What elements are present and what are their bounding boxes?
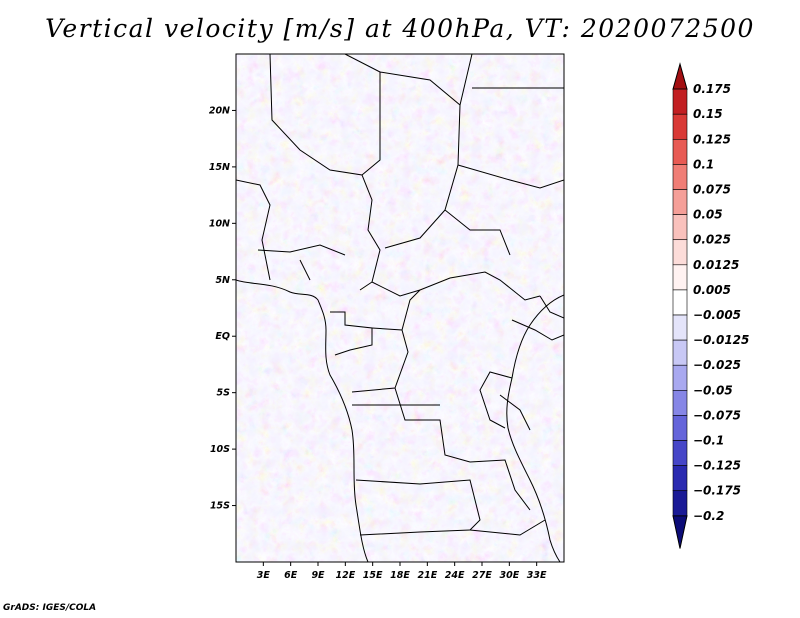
lon-tick-label: 21E [417,570,437,581]
colorbar-label: 0.125 [693,132,731,146]
colorbar-swatch [672,465,688,492]
colorbar-swatch [672,164,688,190]
colorbar-label: −0.1 [693,434,724,448]
colorbar-swatch [672,139,688,165]
lat-tick-label: 20N [209,105,230,116]
colorbar-swatch [672,339,688,366]
lon-tick-label: 27E [472,570,492,581]
colorbar-label: 0.0125 [693,258,739,272]
map-panel [235,53,565,563]
colorbar-swatch [672,440,688,466]
colorbar-swatch [672,390,688,416]
lat-tick-label: EQ [215,331,230,342]
colorbar-swatch [672,113,688,140]
colorbar-label: −0.025 [693,358,741,372]
lon-tick-label: 15E [363,570,383,581]
colorbar-swatch [672,289,688,316]
colorbar-label: −0.05 [693,383,733,397]
lon-tick-label: 3E [257,570,271,581]
lat-tick-label: 15N [209,162,230,173]
colorbar-label: 0.15 [693,107,723,121]
colorbar-swatch [672,364,688,391]
lat-tick-label: 10N [209,218,230,229]
lon-tick-label: 33E [527,570,547,581]
colorbar: 0.175 0.15 0.125 0.1 0.075 0.05 0.025 0.0125 0.0… [672,62,749,549]
colorbar-swatch [672,88,688,115]
colorbar-label: 0.005 [693,283,731,297]
colorbar-swatch [672,214,688,241]
chart-title: Vertical velocity [m/s] at 400hPa, VT: 2… [45,14,755,43]
colorbar-label: −0.175 [693,484,741,498]
lon-tick-label: 6E [284,570,298,581]
colorbar-label: −0.0125 [693,333,749,347]
lat-tick-label: 15S [210,501,230,512]
lon-tick-label: 18E [390,570,410,581]
colorbar-label: 0.1 [693,157,714,171]
colorbar-arrow-bottom [672,515,688,549]
axis-ticks: 3E 6E 9E 12E 15E 18E 21E 24E 27E 30E 33E 20N 15N 10N 5… [209,105,547,581]
colorbar-swatch [672,239,688,266]
colorbar-swatch [672,264,688,291]
lat-tick-label: 10S [210,444,230,455]
lat-tick-label: 5S [217,388,231,399]
colorbar-swatch [672,189,688,215]
lon-tick-label: 12E [335,570,355,581]
colorbar-swatch [672,415,688,441]
colorbar-label: −0.075 [693,408,741,422]
colorbar-arrow-top [672,62,688,90]
grads-credit: GrADS: IGES/COLA [3,603,97,613]
colorbar-label: −0.2 [693,509,724,523]
colorbar-label: 0.175 [693,82,731,96]
lon-tick-label: 9E [311,570,325,581]
colorbar-label: −0.005 [693,308,741,322]
colorbar-label: −0.125 [693,459,741,473]
colorbar-swatch [672,314,688,341]
country-borders [236,54,564,562]
lon-tick-label: 24E [445,570,465,581]
colorbar-swatch [672,490,688,517]
lat-tick-label: 5N [215,275,230,286]
colorbar-label: 0.025 [693,233,731,247]
velocity-field [236,54,564,562]
colorbar-label: 0.05 [693,208,723,222]
colorbar-label: 0.075 [693,183,731,197]
lon-tick-label: 30E [499,570,519,581]
